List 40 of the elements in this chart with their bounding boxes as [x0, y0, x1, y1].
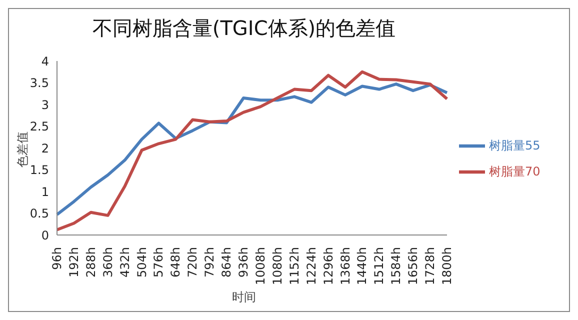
y-tick-label: 4 [41, 54, 49, 68]
y-tick-label: 1 [41, 184, 49, 199]
x-tick-label: 1584h [389, 247, 404, 286]
x-tick-label: 1080h [270, 247, 284, 286]
x-tick-label: 1224h [304, 247, 318, 286]
x-tick-label: 936h [236, 247, 251, 278]
x-tick-label: 504h [134, 247, 149, 278]
y-tick-label: 3.5 [30, 76, 49, 90]
x-tick-label: 1656h [406, 247, 420, 286]
x-axis-title: 时间 [231, 289, 257, 306]
y-tick-label: 1.5 [30, 163, 49, 178]
line-series [56, 70, 448, 232]
legend-label: 树脂量70 [489, 164, 540, 178]
x-tick-label: 1152h [287, 247, 302, 286]
y-tick-label: 3 [41, 98, 49, 112]
x-tick-label: 1368h [338, 247, 352, 286]
x-tick-label: 1296h [321, 247, 336, 286]
x-tick-label: 192h [66, 247, 81, 278]
y-tick-label: 2.5 [30, 120, 49, 134]
x-tick-label: 288h [84, 247, 98, 278]
y-axis-title: 色差值 [14, 131, 30, 167]
x-tick-label: 1008h [253, 247, 268, 286]
x-tick-label: 792h [202, 247, 217, 278]
x-tick-label: 864h [220, 247, 234, 278]
x-tick-label: 1512h [372, 247, 386, 286]
x-tick-label: 1728h [423, 247, 438, 286]
x-tick-label: 1440h [355, 247, 370, 286]
line-series [56, 82, 448, 216]
x-tick-label: 360h [100, 247, 115, 278]
x-tick-label: 96h [50, 247, 64, 270]
x-tick-label: 648h [168, 247, 183, 278]
x-tick-label: 576h [152, 247, 166, 278]
y-tick-label: 2 [41, 141, 49, 156]
x-tick-label: 1800h [440, 247, 454, 286]
legend-label: 树脂量55 [489, 138, 540, 152]
chart-title: 不同树脂含量(TGIC体系)的色差值 [91, 15, 397, 42]
x-tick-label: 720h [186, 247, 200, 278]
y-tick-label: 0.5 [30, 206, 49, 221]
y-tick-label: 0 [41, 228, 49, 242]
x-tick-label: 432h [118, 247, 132, 278]
